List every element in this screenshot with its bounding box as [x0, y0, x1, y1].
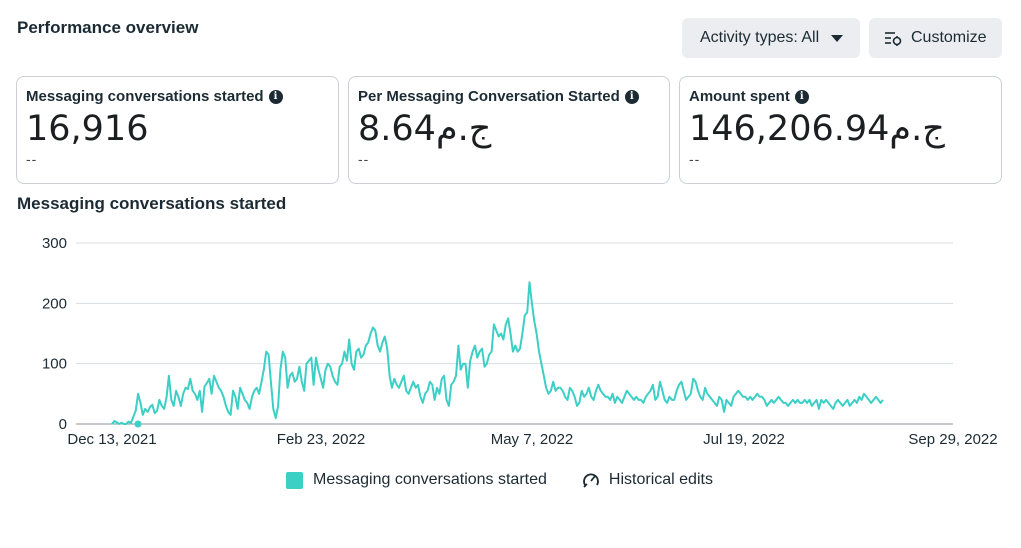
metric-comparison: --	[689, 151, 701, 167]
x-tick-label: Dec 13, 2021	[67, 431, 156, 448]
series-point[interactable]	[134, 420, 142, 428]
customize-label: Customize	[911, 29, 987, 46]
y-tick-label: 200	[42, 295, 67, 312]
metric-label: Messaging conversations started i	[26, 88, 329, 105]
legend-historical-label: Historical edits	[608, 471, 713, 488]
y-tick-label: 300	[42, 235, 67, 252]
page-title: Performance overview	[17, 18, 199, 37]
line-chart[interactable]: 0 100 200 300 Dec 13, 2021 Feb 23, 2022 May 7,…	[0, 225, 1021, 460]
x-tick-label: Sep 29, 2022	[908, 431, 997, 448]
activity-types-label: Activity types: All	[700, 29, 820, 46]
chart-legend: Messaging conversations started Historic…	[286, 470, 747, 490]
legend-swatch	[286, 471, 303, 489]
metric-card-amount-spent[interactable]: Amount spent i 146,206.94ج.م --	[679, 76, 1002, 184]
chart-title: Messaging conversations started	[17, 194, 287, 213]
x-tick-label: May 7, 2022	[491, 431, 574, 448]
legend-item-series[interactable]: Messaging conversations started	[286, 471, 547, 489]
y-tick-label: 0	[59, 416, 67, 433]
metric-value: 146,206.94ج.م	[689, 109, 945, 149]
y-tick-label: 100	[42, 356, 67, 373]
sliders-icon	[883, 28, 903, 48]
metric-comparison: --	[26, 151, 38, 167]
metric-label: Amount spent i	[689, 88, 992, 105]
metric-comparison: --	[358, 151, 370, 167]
metric-label-text: Per Messaging Conversation Started	[358, 88, 620, 105]
legend-item-historical-edits[interactable]: Historical edits	[581, 470, 713, 490]
caret-down-icon	[831, 34, 844, 42]
info-icon[interactable]: i	[624, 89, 639, 104]
historical-edits-icon	[581, 470, 601, 490]
x-tick-label: Jul 19, 2022	[703, 431, 785, 448]
legend-series-label: Messaging conversations started	[313, 471, 547, 488]
metric-label-text: Messaging conversations started	[26, 88, 264, 105]
metric-value: 8.64ج.م	[358, 109, 492, 149]
metric-card-cost-per-conversation[interactable]: Per Messaging Conversation Started i 8.6…	[348, 76, 670, 184]
info-icon[interactable]: i	[794, 89, 809, 104]
info-icon[interactable]: i	[268, 89, 283, 104]
customize-button[interactable]: Customize	[869, 18, 1002, 58]
activity-types-dropdown[interactable]: Activity types: All	[682, 18, 860, 58]
series-line[interactable]	[111, 281, 884, 425]
metric-card-conversations[interactable]: Messaging conversations started i 16,916…	[16, 76, 339, 184]
metric-label-text: Amount spent	[689, 88, 790, 105]
metric-value: 16,916	[26, 109, 149, 149]
metric-label: Per Messaging Conversation Started i	[358, 88, 660, 105]
x-tick-label: Feb 23, 2022	[277, 431, 365, 448]
